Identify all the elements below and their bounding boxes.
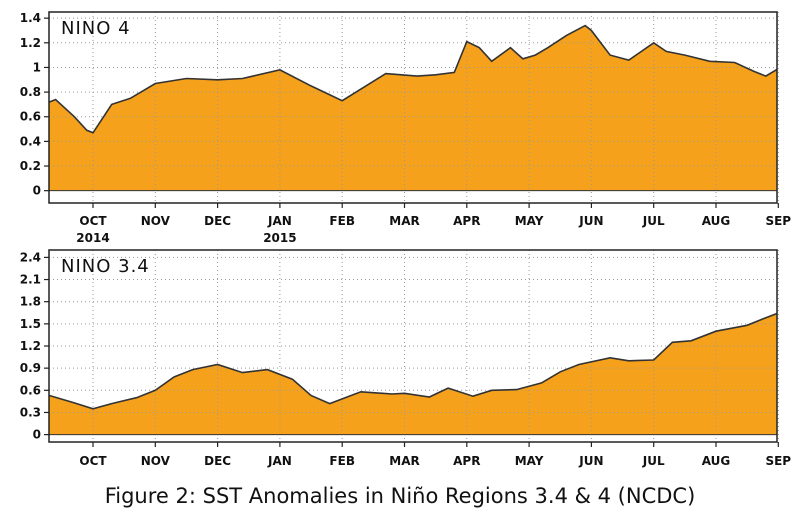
panel-2-xtick-label: SEP	[765, 454, 791, 468]
panel-2-xtick-label: DEC	[204, 454, 231, 468]
panel-2-xtick-label: MAR	[389, 454, 419, 468]
panel-2-ytick-label: 1.8	[20, 295, 41, 309]
panel-2-ytick-label: 2.4	[20, 250, 41, 264]
panel-1-xtick-label: JUN	[578, 214, 603, 228]
panel-1-ytick-label: 1	[33, 60, 41, 74]
panel-1-xtick-label: DEC	[204, 214, 231, 228]
panel-2-ytick-label: 0.6	[20, 383, 41, 397]
panel-1-frame	[48, 11, 778, 204]
panel-1-ytick-label: 0.4	[20, 134, 41, 148]
panel-2-xtick-label: JUL	[642, 454, 665, 468]
panel-1-xtick-label: NOV	[141, 214, 171, 228]
panel-2-ytick-label: 0.9	[20, 361, 41, 375]
panel-1-ytick-label: 0	[33, 184, 41, 198]
panel-1-xtick-label: MAY	[515, 214, 544, 228]
panel-2-ytick-label: 2.1	[20, 273, 41, 287]
panel-1-ytick-label: 0.6	[20, 110, 41, 124]
panel-1-xtick-label: MAR	[389, 214, 419, 228]
panel-2-xtick-label: NOV	[141, 454, 171, 468]
panel-1-year-label: 2015	[263, 231, 296, 245]
panel-1-xtick-label: SEP	[765, 214, 791, 228]
panel-1-xtick-label: APR	[453, 214, 480, 228]
panel-2-xtick-label: JUN	[578, 454, 603, 468]
panel-1-xtick-label: JAN	[267, 214, 292, 228]
panel-2-ytick-label: 1.2	[20, 339, 41, 353]
panel-1-ytick-label: 1.4	[20, 11, 41, 25]
panel-1-ytick-label: 1.2	[20, 36, 41, 50]
panel-2-xtick-label: MAY	[515, 454, 544, 468]
panel-2-xtick-label: AUG	[702, 454, 731, 468]
panel-1-xtick-label: AUG	[702, 214, 731, 228]
panel-2-ytick-label: 1.5	[20, 317, 41, 331]
panel-1-anomaly-area	[49, 25, 777, 191]
panel-1-xtick-label: OCT	[79, 214, 107, 228]
panel-2-ytick-label: 0	[33, 428, 41, 442]
figure-caption: Figure 2: SST Anomalies in Niño Regions …	[104, 484, 696, 508]
panel-2-ytick-label: 0.3	[20, 405, 41, 419]
panel-1-xtick-label: FEB	[329, 214, 355, 228]
panel-1-year-label: 2014	[76, 231, 109, 245]
panel-1-ytick-label: 0.2	[20, 159, 41, 173]
panel-2-xtick-label: APR	[453, 454, 480, 468]
chart-canvas: 0 0.2 0.4 0.6 0.8 1 1.2 1.4 OCT NOV DEC JAN FEB MAR AP…	[20, 11, 792, 468]
panel-1-anomaly-line	[49, 24, 777, 134]
panel-2-xtick-label: JAN	[267, 454, 292, 468]
panel-1-title: NINO 4	[61, 18, 131, 39]
panel-2-xtick-label: OCT	[79, 454, 107, 468]
panel-2-title: NINO 3.4	[61, 256, 150, 277]
panel-2-xtick-label: FEB	[329, 454, 355, 468]
panel-2-anomaly-line	[49, 312, 777, 410]
panel-1-ytick-label: 0.8	[20, 85, 41, 99]
panel-2-anomaly-area	[49, 313, 777, 435]
panel-1-xtick-label: JUL	[642, 214, 665, 228]
